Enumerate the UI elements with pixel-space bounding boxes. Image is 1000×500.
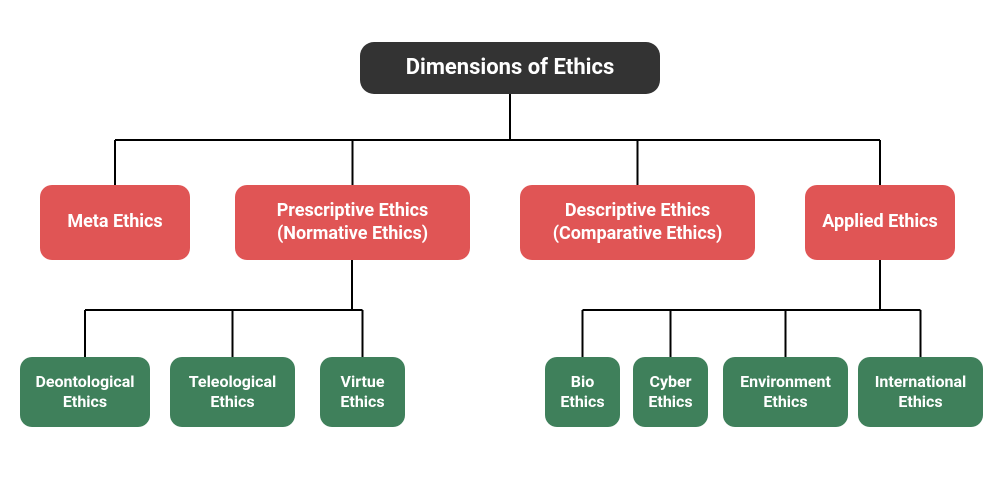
l2-node-teleological: Teleological Ethics [170, 357, 295, 427]
l1-node-descriptive-label: Descriptive Ethics (Comparative Ethics) [553, 200, 723, 245]
l2-node-international-label: International Ethics [875, 372, 967, 412]
l2-node-environment-label: Environment Ethics [740, 372, 831, 412]
l2-node-international: International Ethics [858, 357, 983, 427]
l2-node-cyber: Cyber Ethics [633, 357, 708, 427]
l2-node-deontological-label: Deontological Ethics [35, 372, 134, 412]
l1-node-meta: Meta Ethics [40, 185, 190, 260]
l2-node-virtue-label: Virtue Ethics [340, 372, 384, 412]
l1-node-applied: Applied Ethics [805, 185, 955, 260]
l2-node-bio-label: Bio Ethics [560, 372, 604, 412]
l1-node-prescriptive: Prescriptive Ethics (Normative Ethics) [235, 185, 470, 260]
l2-node-cyber-label: Cyber Ethics [648, 372, 692, 412]
root-node-label: Dimensions of Ethics [406, 54, 615, 82]
l1-node-meta-label: Meta Ethics [67, 211, 162, 234]
l2-node-bio: Bio Ethics [545, 357, 620, 427]
l2-node-environment: Environment Ethics [723, 357, 848, 427]
l1-node-descriptive: Descriptive Ethics (Comparative Ethics) [520, 185, 755, 260]
l2-node-deontological: Deontological Ethics [20, 357, 150, 427]
l1-node-prescriptive-label: Prescriptive Ethics (Normative Ethics) [277, 200, 429, 245]
root-node: Dimensions of Ethics [360, 42, 660, 94]
l2-node-virtue: Virtue Ethics [320, 357, 405, 427]
l1-node-applied-label: Applied Ethics [822, 211, 938, 234]
l2-node-teleological-label: Teleological Ethics [189, 372, 277, 412]
